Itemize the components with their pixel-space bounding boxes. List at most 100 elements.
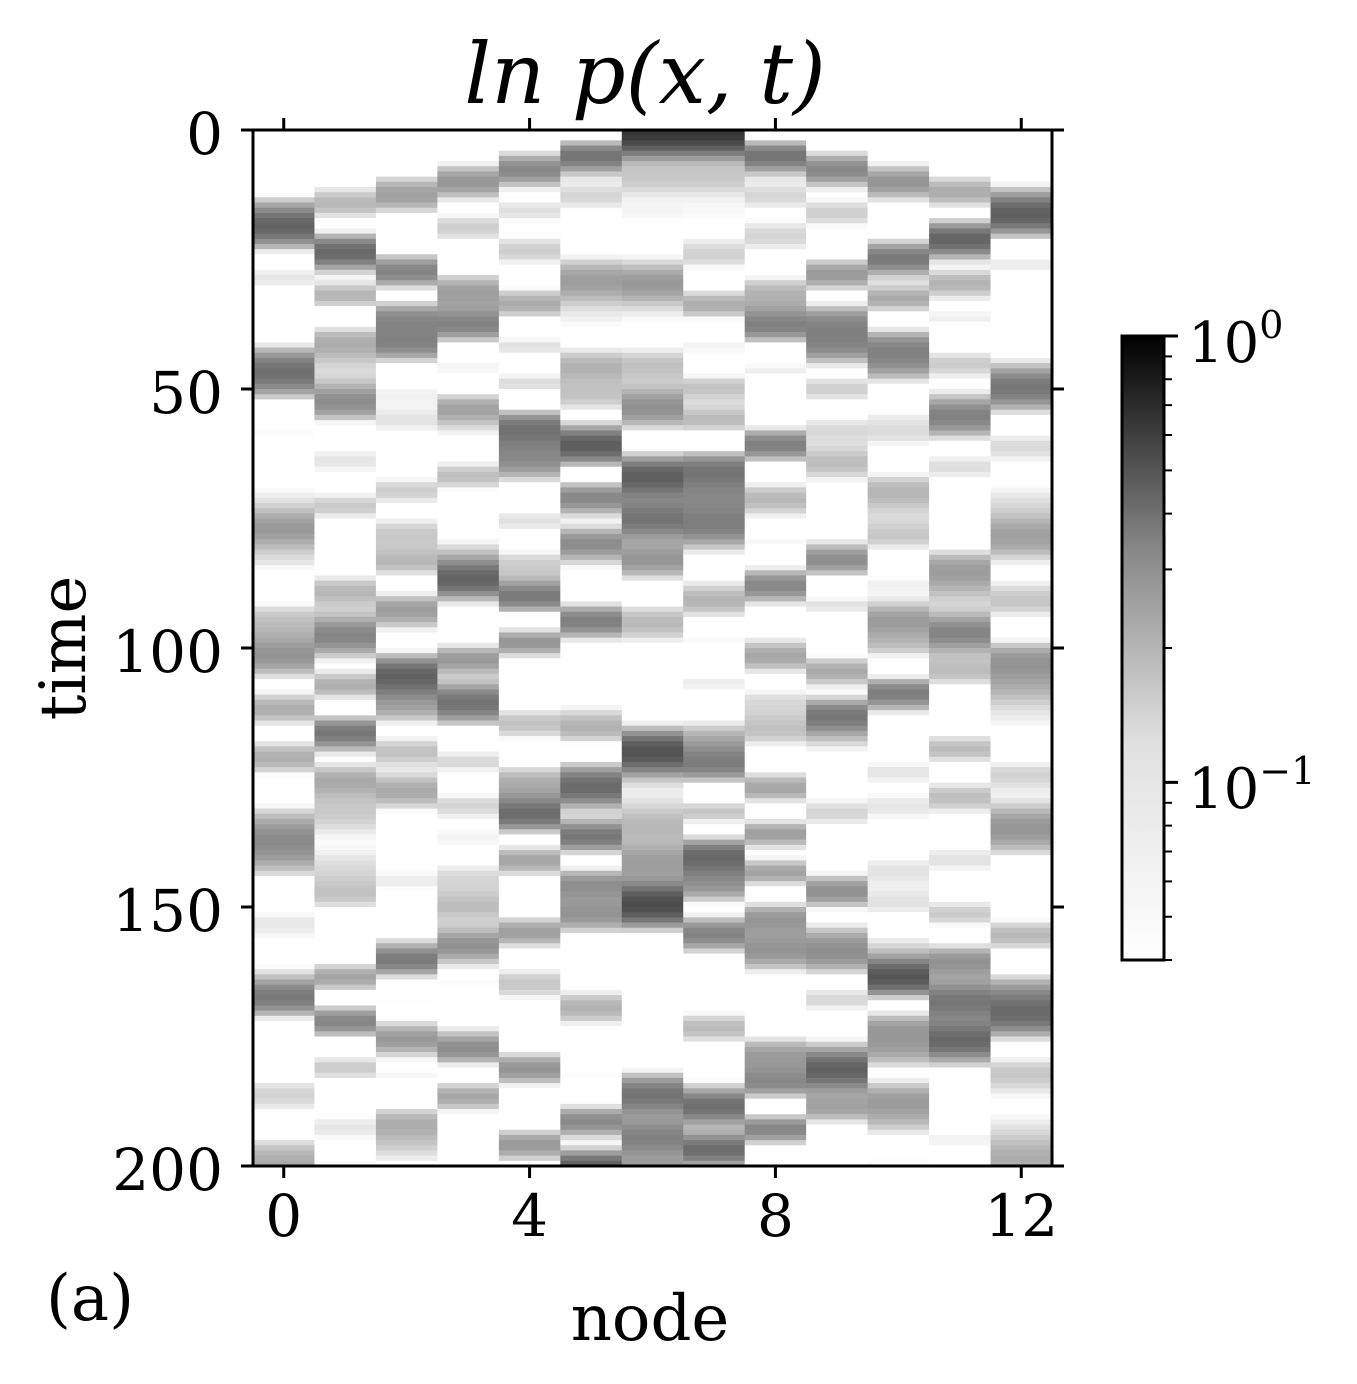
heatmap-cell (621, 389, 684, 395)
heatmap-cell (437, 1150, 500, 1157)
heatmap-cell (990, 471, 1053, 478)
heatmap-cell (314, 741, 377, 747)
heatmap-cell (621, 927, 684, 934)
heatmap-cell (375, 684, 438, 690)
heatmap-cell (621, 1155, 684, 1162)
heatmap-cell (929, 927, 992, 934)
heatmap-cell (744, 186, 807, 193)
heatmap-cell (314, 549, 377, 556)
heatmap-cell (560, 1020, 623, 1027)
heatmap-cell (744, 171, 807, 178)
heatmap-cell (683, 414, 746, 421)
heatmap-cell (498, 870, 561, 877)
heatmap-cell (314, 518, 377, 525)
heatmap-cell (375, 948, 438, 955)
heatmap-cell (253, 1046, 315, 1053)
heatmap-cell (437, 699, 500, 706)
heatmap-cell (806, 627, 869, 633)
heatmap-cell (744, 1119, 807, 1126)
heatmap-cell (867, 223, 930, 229)
heatmap-cell (253, 306, 315, 312)
heatmap-cell (560, 332, 623, 338)
heatmap-cell (560, 751, 623, 758)
heatmap-cell (253, 342, 315, 349)
heatmap-cell (867, 834, 930, 841)
heatmap-cell (437, 1067, 500, 1074)
heatmap-cell (375, 1041, 438, 1048)
heatmap-cell (683, 394, 746, 400)
heatmap-cell (375, 1072, 438, 1079)
heatmap-cell (867, 528, 930, 535)
heatmap-cell (375, 269, 438, 276)
heatmap-cell (683, 461, 746, 468)
heatmap-cell (990, 1031, 1053, 1037)
heatmap-cell (683, 192, 746, 198)
heatmap-cell (560, 363, 623, 369)
heatmap-cell (806, 653, 869, 659)
heatmap-cell (560, 684, 623, 690)
heatmap-cell (560, 477, 623, 483)
heatmap-cell (253, 632, 315, 639)
heatmap-cell (375, 1083, 438, 1089)
heatmap-cell (929, 1124, 992, 1131)
heatmap-cell (621, 140, 684, 147)
heatmap-cell (314, 544, 377, 551)
heatmap-cell (375, 425, 438, 431)
heatmap-cell (621, 259, 684, 266)
heatmap-cell (621, 611, 684, 618)
heatmap-cell (744, 886, 807, 892)
heatmap-cell (621, 777, 684, 784)
heatmap-cell (498, 1155, 561, 1162)
heatmap-cell (683, 699, 746, 706)
heatmap-cell (314, 565, 377, 571)
heatmap-cell (990, 254, 1053, 260)
heatmap-cell (375, 383, 438, 390)
heatmap-cell (867, 373, 930, 380)
heatmap-cell (437, 518, 500, 525)
heatmap-cell (990, 922, 1053, 929)
heatmap-cell (314, 927, 377, 934)
heatmap-cell (867, 1124, 930, 1131)
heatmap-cell (867, 295, 930, 302)
heatmap-cell (929, 269, 992, 276)
heatmap-cell (375, 1036, 438, 1043)
heatmap-cell (314, 1093, 377, 1100)
heatmap-cell (683, 140, 746, 147)
heatmap-cell (867, 891, 930, 898)
heatmap-cell (314, 1119, 377, 1126)
heatmap-cell (744, 549, 807, 556)
heatmap-cell (929, 704, 992, 711)
heatmap-cell (744, 394, 807, 400)
heatmap-cell (375, 326, 438, 333)
heatmap-cell (867, 316, 930, 323)
heatmap-cell (929, 850, 992, 856)
heatmap-cell (498, 176, 561, 183)
heatmap-cell (375, 451, 438, 457)
heatmap-cell (375, 1088, 438, 1094)
heatmap-cell (867, 332, 930, 338)
heatmap-cell (621, 326, 684, 333)
heatmap-cell (253, 497, 315, 504)
heatmap-cell (806, 1145, 869, 1151)
heatmap-cell (437, 901, 500, 908)
heatmap-cell (498, 264, 561, 271)
heatmap-cell (929, 715, 992, 722)
colorbar-ticks (1164, 334, 1178, 961)
heatmap-cell (437, 1077, 500, 1084)
heatmap-cell (437, 948, 500, 955)
heatmap-cell (498, 901, 561, 908)
heatmap-cell (929, 627, 992, 633)
heatmap-cell (314, 254, 377, 260)
heatmap-cell (990, 938, 1053, 944)
heatmap-cell (253, 1140, 315, 1146)
heatmap-cell (683, 544, 746, 551)
heatmap-cell (498, 855, 561, 861)
heatmap-cell (437, 648, 500, 654)
heatmap-cell (806, 730, 869, 737)
heatmap-cell (375, 456, 438, 463)
heatmap-cell (806, 1093, 869, 1100)
heatmap-cell (314, 684, 377, 690)
heatmap-cell (621, 337, 684, 343)
heatmap-cell (867, 487, 930, 494)
heatmap-cell (253, 378, 315, 385)
